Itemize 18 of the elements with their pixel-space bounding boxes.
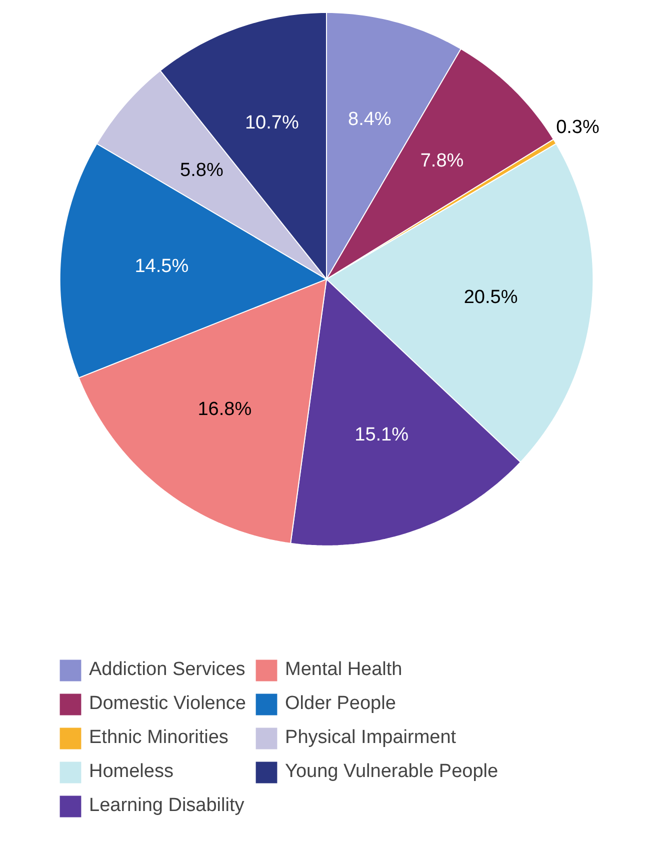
data-label: 15.1% [354, 424, 409, 446]
legend-label: Ethnic Minorities [89, 727, 228, 749]
legend-label: Young Vulnerable People [285, 761, 498, 783]
data-label: 7.8% [420, 150, 464, 172]
data-label: 20.5% [464, 287, 518, 308]
data-label: 10.7% [244, 112, 299, 134]
legend-label: Learning Disability [89, 795, 244, 817]
data-label: 8.4% [348, 109, 392, 130]
data-label: 16.8% [198, 398, 252, 420]
legend-label: Domestic Violence [89, 693, 246, 715]
data-label: 14.5% [134, 256, 189, 277]
legend-label: Older People [285, 693, 396, 715]
legend-label: Homeless [89, 761, 174, 783]
data-label: 0.3% [556, 117, 600, 138]
legend-label: Addiction Services [89, 659, 246, 681]
legend-label: Physical Impairment [285, 727, 456, 749]
data-label: 5.8% [180, 160, 224, 182]
legend-label: Mental Health [285, 659, 402, 681]
